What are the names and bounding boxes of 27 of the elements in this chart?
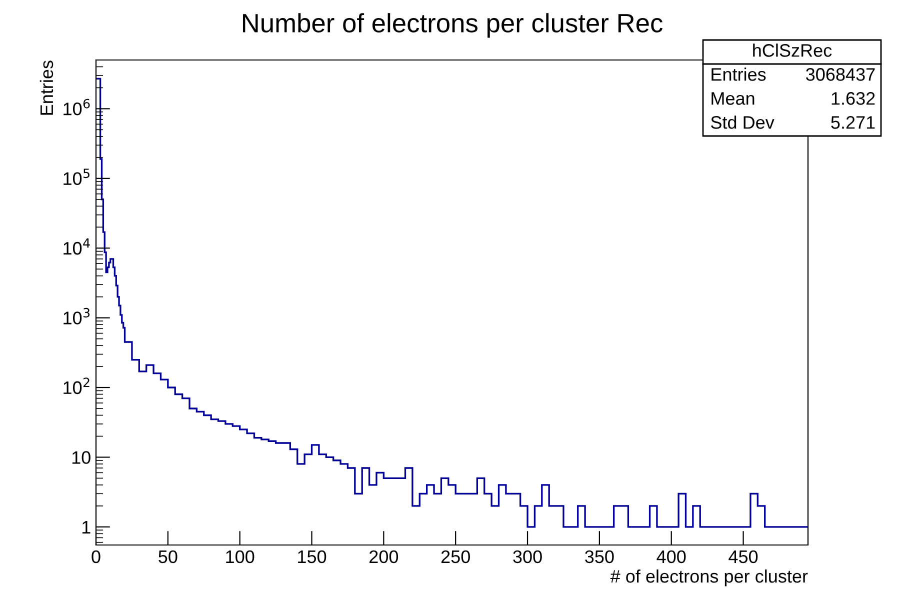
annotation: Entries	[712, 68, 766, 81]
x-tick-label: 200	[370, 550, 398, 564]
text: 1.632	[832, 92, 875, 105]
x-tick-label: 50	[158, 550, 178, 564]
y-axis-title: Entries	[40, 60, 54, 115]
x-axis-title: # of electrons per cluster	[610, 569, 808, 586]
x-tick-label: 100	[226, 550, 254, 564]
annotation: Std Dev	[710, 116, 774, 129]
x-tick-label: 350	[585, 550, 614, 564]
annotation: Mean	[712, 92, 754, 105]
x-tick-label: 150	[298, 550, 326, 564]
y-tick-label: 10$^{2}$	[64, 378, 90, 394]
text: hClSzRec	[753, 44, 832, 57]
y-tick-label: 10$^{5}$	[64, 168, 90, 186]
y-tick-label: 1	[82, 521, 90, 534]
x-tick-label: 300	[513, 550, 542, 564]
x-tick-label: 0	[92, 550, 100, 564]
x-tick-label: 250	[441, 550, 470, 564]
chart-title: Number of electrons per cluster Rec	[242, 13, 663, 38]
x-tick-label: 450	[728, 550, 758, 564]
y-tick-label: 10$^{3}$	[64, 308, 90, 324]
y-tick-label: 10$^{4}$	[64, 238, 90, 255]
y-tick-label: 10	[72, 451, 90, 464]
y-tick-label: 10$^{6}$	[64, 98, 90, 116]
annotation: 3068437	[806, 68, 875, 81]
x-tick-label: 400	[656, 550, 686, 564]
text: 5.271	[831, 116, 875, 129]
